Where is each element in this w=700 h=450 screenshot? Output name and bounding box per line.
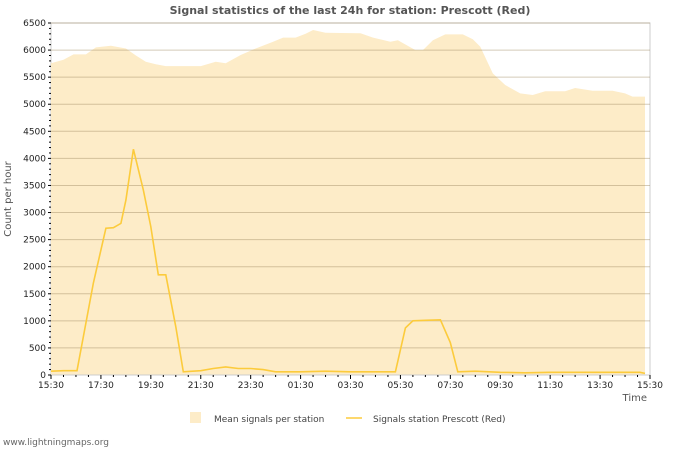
y-tick-label: 6500 bbox=[23, 19, 46, 29]
x-tick-label: 07:30 bbox=[437, 381, 463, 391]
y-tick-label: 6000 bbox=[23, 46, 46, 56]
y-tick-label: 2000 bbox=[23, 263, 46, 273]
y-axis-label: Count per hour bbox=[3, 160, 14, 236]
x-tick-label: 17:30 bbox=[88, 381, 114, 391]
y-tick-label: 5000 bbox=[23, 100, 46, 110]
y-tick-label: 3500 bbox=[23, 181, 46, 191]
legend-swatch-mean bbox=[190, 412, 201, 423]
y-tick-label: 5500 bbox=[23, 73, 46, 83]
station-signals-line bbox=[50, 149, 646, 375]
legend: Mean signals per station Signals station… bbox=[190, 412, 506, 425]
y-tick-label: 4000 bbox=[23, 154, 46, 164]
legend-label-station: Signals station Prescott (Red) bbox=[373, 415, 506, 425]
x-tick-label: 11:30 bbox=[537, 381, 563, 391]
x-tick-label: 05:30 bbox=[387, 381, 413, 391]
mean-signals-area bbox=[51, 30, 646, 375]
legend-label-mean: Mean signals per station bbox=[214, 415, 324, 425]
x-tick-label: 23:30 bbox=[238, 381, 264, 391]
y-tick-label: 1500 bbox=[23, 290, 46, 300]
chart-title: Signal statistics of the last 24h for st… bbox=[170, 4, 531, 17]
x-axis-label: Time bbox=[622, 393, 647, 404]
x-tick-label: 01:30 bbox=[288, 381, 314, 391]
x-tick-label: 03:30 bbox=[338, 381, 364, 391]
y-tick-label: 500 bbox=[29, 344, 46, 354]
x-tick-label: 21:30 bbox=[188, 381, 214, 391]
x-tick-label: 15:30 bbox=[38, 381, 64, 391]
y-tick-label: 2500 bbox=[23, 236, 46, 246]
y-tick-label: 4500 bbox=[23, 127, 46, 137]
y-tick-label: 0 bbox=[40, 371, 46, 381]
x-tick-label: 19:30 bbox=[138, 381, 164, 391]
footer-site-link[interactable]: www.lightningmaps.org bbox=[3, 438, 109, 448]
x-tick-label: 13:30 bbox=[587, 381, 613, 391]
x-tick-label: 15:30 bbox=[637, 381, 663, 391]
y-tick-label: 1000 bbox=[23, 317, 46, 327]
y-tick-label: 3000 bbox=[23, 209, 46, 219]
x-tick-label: 09:30 bbox=[487, 381, 513, 391]
